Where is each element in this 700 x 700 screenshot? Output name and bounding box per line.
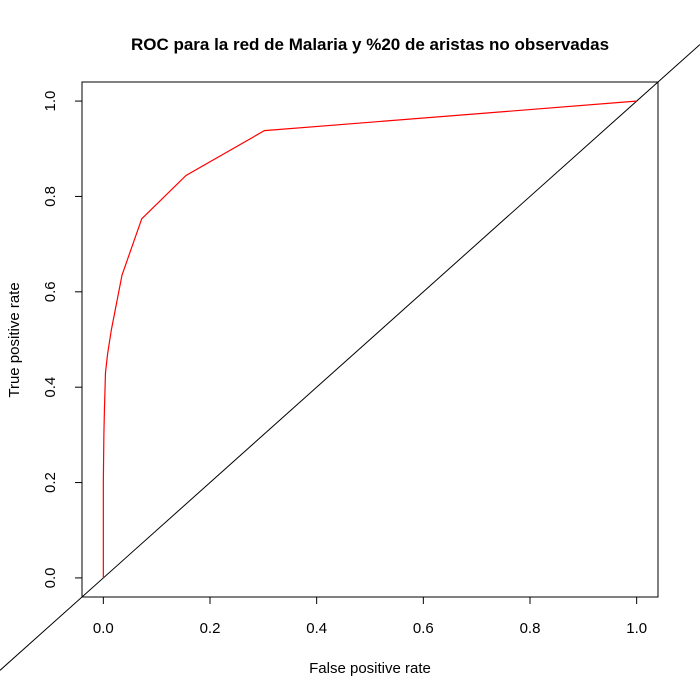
y-tick-label: 0.2 bbox=[42, 472, 59, 493]
y-axis: 0.0 0.2 0.4 0.6 0.8 1.0 bbox=[42, 91, 82, 588]
y-tick-label: 0.0 bbox=[42, 567, 59, 588]
diagonal-reference-line bbox=[0, 44, 700, 671]
y-tick-label: 1.0 bbox=[42, 91, 59, 112]
roc-curve-line bbox=[102, 100, 637, 578]
y-axis-label: True positive rate bbox=[6, 282, 23, 397]
plot-frame bbox=[81, 81, 659, 598]
x-axis: 0.0 0.2 0.4 0.6 0.8 1.0 bbox=[93, 597, 647, 637]
x-axis-label: False positive rate bbox=[309, 660, 431, 677]
chart-title: ROC para la red de Malaria y %20 de aris… bbox=[131, 35, 609, 54]
x-tick-label: 0.4 bbox=[306, 620, 327, 637]
x-tick-label: 0.2 bbox=[200, 620, 221, 637]
y-tick-label: 0.6 bbox=[42, 281, 59, 302]
x-tick-label: 0.6 bbox=[413, 620, 434, 637]
x-tick-label: 0.8 bbox=[520, 620, 541, 637]
y-tick-label: 0.8 bbox=[42, 186, 59, 207]
y-tick-label: 0.4 bbox=[42, 377, 59, 398]
x-tick-label: 1.0 bbox=[626, 620, 647, 637]
x-tick-label: 0.0 bbox=[93, 620, 114, 637]
